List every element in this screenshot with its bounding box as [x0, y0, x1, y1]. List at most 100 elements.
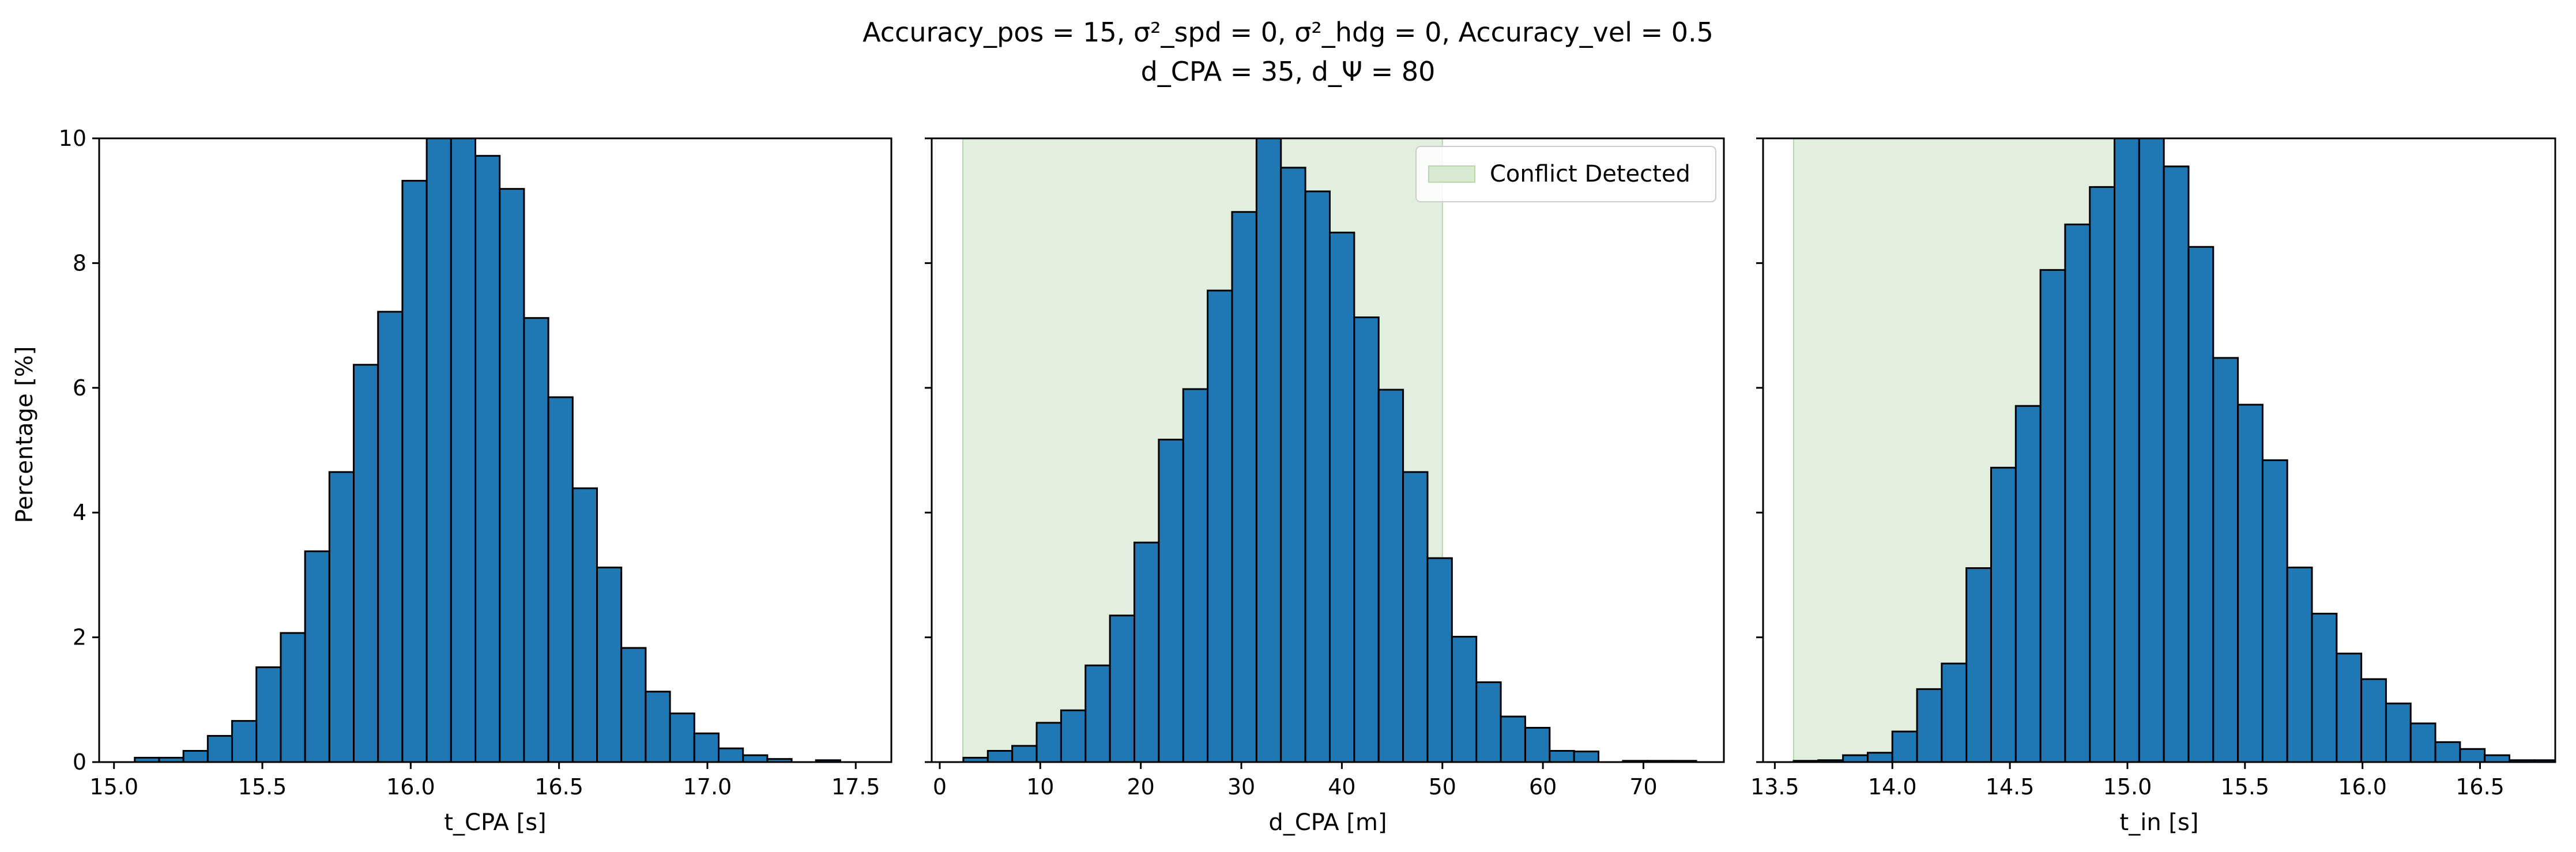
- x-axis-label: d_CPA [m]: [1268, 809, 1387, 836]
- histogram-bar: [182, 750, 209, 762]
- histogram-bar: [742, 754, 769, 762]
- x-tick-label: 16.5: [534, 774, 583, 800]
- y-tick-label: 2: [73, 625, 86, 650]
- histogram-bar: [280, 632, 306, 762]
- histogram-bar: [1011, 745, 1038, 762]
- x-tick-label: 13.5: [1750, 774, 1799, 800]
- x-tick-label: 0: [933, 774, 947, 800]
- plot-area: [1792, 138, 2555, 762]
- histogram-bar: [1402, 471, 1429, 762]
- histogram-bar: [1573, 751, 1600, 762]
- histogram-bar: [1353, 316, 1380, 762]
- histogram-bar: [815, 759, 841, 762]
- x-axis-label: t_in [s]: [2120, 809, 2199, 836]
- shared-y-axis-label: Percentage [%]: [12, 346, 38, 523]
- histogram-bar: [425, 138, 452, 762]
- subplot-t-cpa: 15.0 15.5 16.0 16.5 17.0 17.5 0 2 4 6 8 10 t_CPA [s]: [59, 126, 892, 836]
- histogram-bar: [2434, 741, 2461, 762]
- x-tick-label: 17.5: [831, 774, 880, 800]
- histogram-bar: [377, 311, 404, 762]
- x-tick-label: 10: [1026, 774, 1054, 800]
- histogram-bar: [2261, 459, 2288, 762]
- histogram-bar: [1916, 688, 1943, 762]
- x-tick-label: 17.0: [683, 774, 732, 800]
- histogram-bar: [1304, 190, 1331, 762]
- histogram-bar: [693, 732, 720, 762]
- x-tick-label: 14.5: [1986, 774, 2035, 800]
- histogram-bar: [1842, 754, 1869, 762]
- histogram-bar: [1328, 231, 1355, 762]
- histogram-bar: [2064, 223, 2091, 762]
- histogram-bar: [474, 154, 501, 762]
- y-tick-label: 6: [73, 375, 86, 401]
- histogram-bar: [2039, 269, 2066, 762]
- x-tick-label: 30: [1227, 774, 1255, 800]
- histogram-bar: [1158, 439, 1184, 762]
- legend-box: [1415, 146, 1716, 202]
- histogram-bar: [1549, 750, 1575, 762]
- histogram-bar: [231, 720, 258, 762]
- histogram-bar: [717, 747, 744, 762]
- histogram-bar: [2459, 748, 2486, 762]
- y-tick-label: 10: [59, 126, 86, 151]
- histogram-bar: [450, 138, 477, 762]
- plot-area: [134, 138, 841, 762]
- histogram-bar: [1426, 557, 1453, 762]
- histogram-bar: [2484, 754, 2510, 762]
- x-tick-label: 16.0: [2338, 774, 2387, 800]
- x-tick-label: 15.0: [89, 774, 138, 800]
- histogram-bar: [986, 750, 1014, 762]
- histogram-bar: [2187, 246, 2215, 762]
- x-tick-label: 16.0: [386, 774, 435, 800]
- histogram-bar: [1084, 664, 1111, 762]
- histogram-bar: [1866, 752, 1893, 762]
- histogram-bar: [328, 471, 355, 762]
- figure-title-line-2: d_CPA = 35, d_Ψ = 80: [1141, 56, 1436, 87]
- histogram-bar: [2014, 405, 2042, 762]
- histogram-bar: [1524, 726, 1551, 762]
- x-tick-label: 15.5: [2221, 774, 2270, 800]
- y-tick-label: 4: [73, 500, 86, 525]
- axes-frame: [931, 137, 1725, 763]
- x-tick-label: 40: [1328, 774, 1355, 800]
- x-tick-label: 15.0: [2103, 774, 2152, 800]
- histogram-bar: [353, 364, 379, 762]
- axes-frame: [98, 137, 892, 763]
- x-tick-label: 16.5: [2456, 774, 2505, 800]
- histogram-bar: [2336, 653, 2363, 762]
- histogram-bar: [2311, 612, 2338, 762]
- histogram-bar: [645, 691, 671, 762]
- histogram-bar: [2089, 186, 2116, 762]
- histogram-bar: [2212, 357, 2239, 762]
- histogram-bar: [1255, 138, 1282, 762]
- subplot-d-cpa: 0 10 20 30 40 50 60 70 d_CPA [m] Conflict Detecte…: [925, 137, 1725, 836]
- subplot-t-in: 13.5 14.0 14.5 15.0 15.5 16.0 16.5 t_in [s]: [1750, 137, 2556, 836]
- histogram-bar: [2360, 678, 2387, 762]
- legend: Conflict Detected: [1415, 146, 1716, 202]
- legend-swatch: [1428, 165, 1475, 183]
- histogram-bar: [1475, 681, 1502, 762]
- x-tick-label: 60: [1529, 774, 1557, 800]
- histogram-bar: [401, 180, 428, 762]
- histogram-bar: [1891, 730, 1918, 762]
- histogram-bar: [669, 712, 695, 762]
- histogram-bar: [620, 647, 647, 762]
- histogram-bar: [1990, 466, 2017, 762]
- x-tick-label: 20: [1127, 774, 1155, 800]
- axes-frame: [1762, 137, 2556, 763]
- histogram-bar: [1035, 722, 1062, 762]
- histogram-bar: [571, 487, 598, 762]
- x-tick-label: 50: [1429, 774, 1456, 800]
- histogram-bar: [2286, 566, 2313, 762]
- histogram-bar: [2533, 759, 2555, 762]
- histogram-bar: [1280, 167, 1306, 762]
- x-tick-label: 70: [1629, 774, 1657, 800]
- histogram-bar: [2138, 138, 2165, 762]
- plot-area: [962, 138, 1697, 762]
- x-tick-label: 14.0: [1868, 774, 1917, 800]
- histogram-bar: [2409, 722, 2436, 762]
- histogram-bar: [1207, 289, 1233, 762]
- histogram-bar: [596, 566, 623, 762]
- histogram-bar: [255, 666, 282, 762]
